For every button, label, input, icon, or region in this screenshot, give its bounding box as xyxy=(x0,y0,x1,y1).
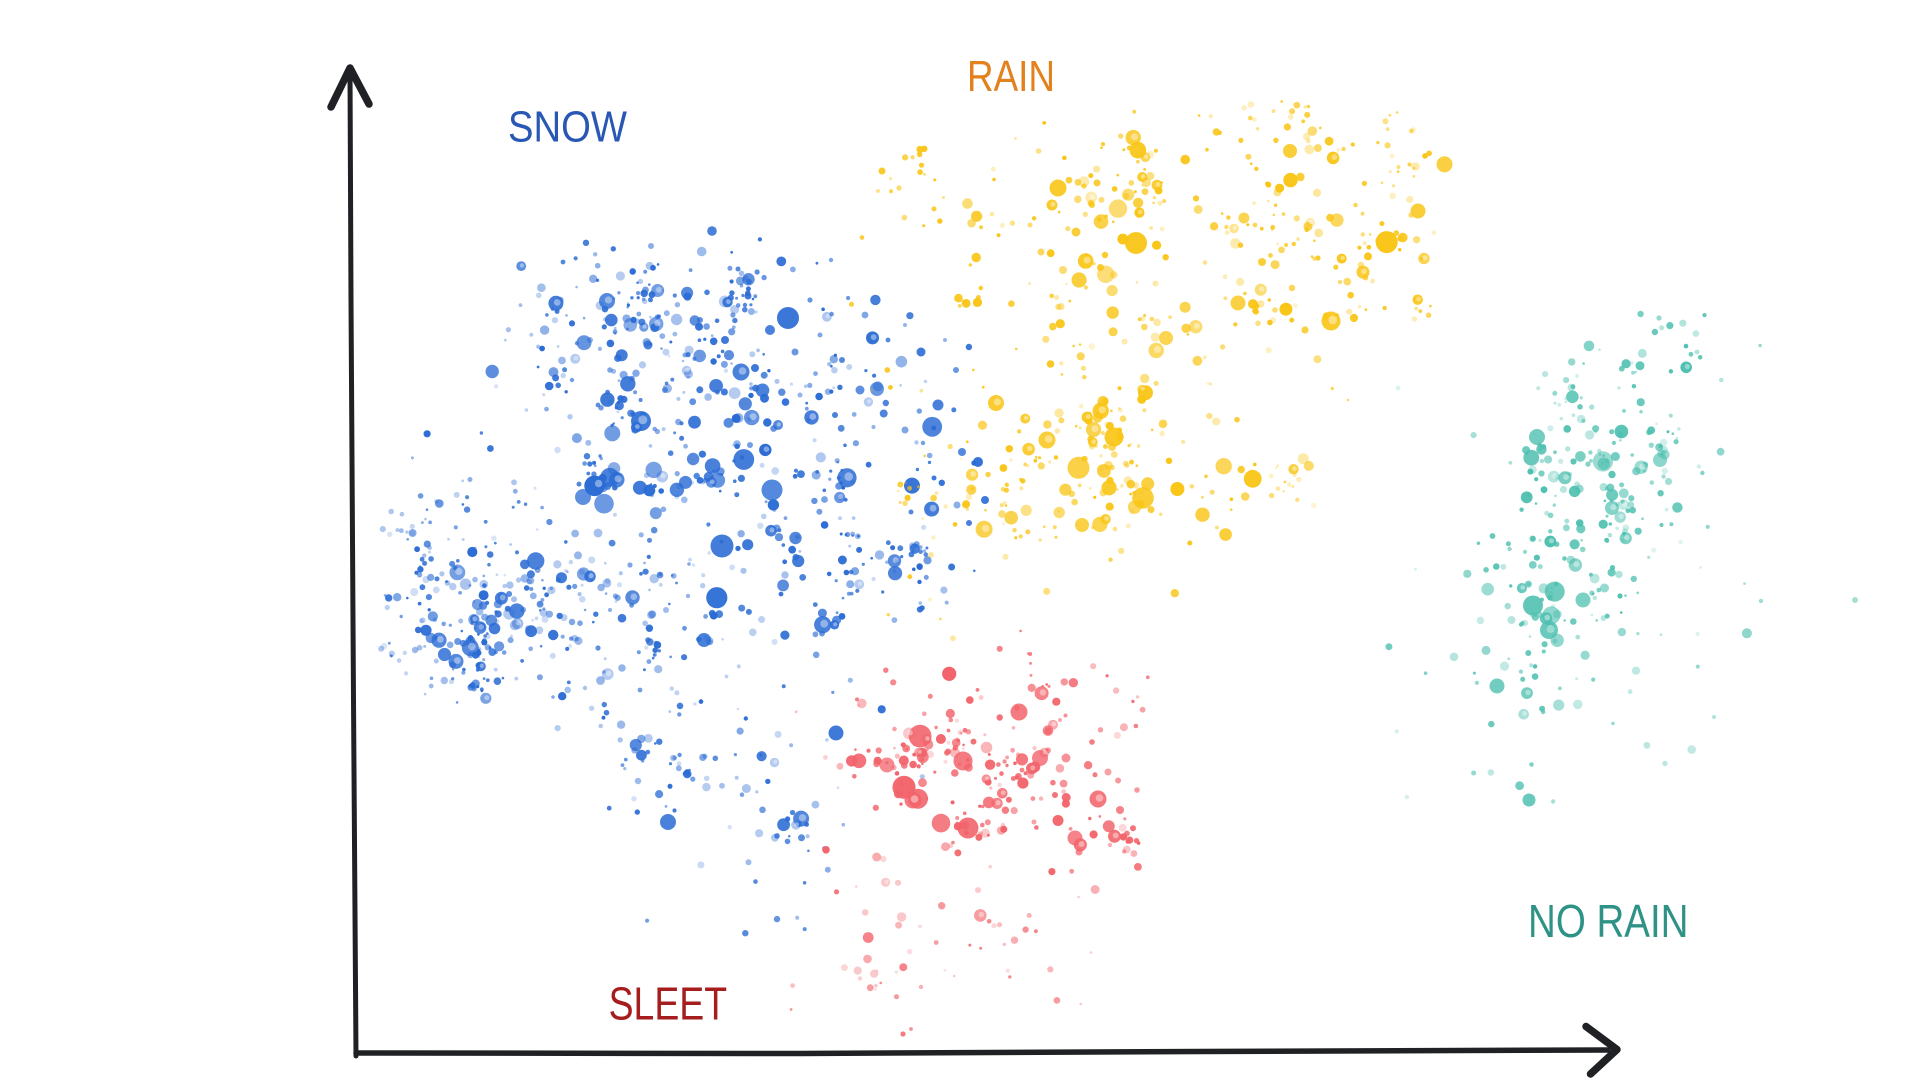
svg-text:NO RAIN: NO RAIN xyxy=(1528,895,1689,947)
svg-text:RAIN: RAIN xyxy=(967,52,1055,101)
svg-text:SLEET: SLEET xyxy=(609,978,728,1030)
svg-text:SNOW: SNOW xyxy=(508,103,627,152)
